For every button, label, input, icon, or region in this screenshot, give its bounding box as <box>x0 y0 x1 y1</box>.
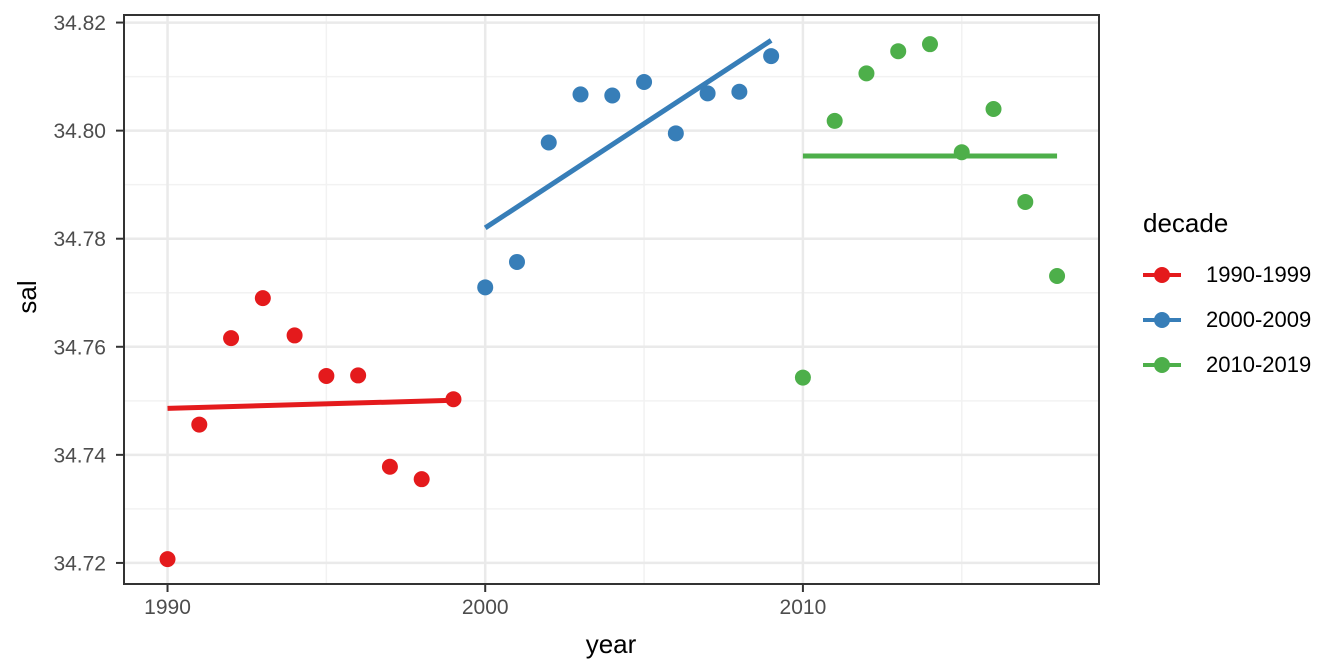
data-point-2000-2009 <box>604 87 621 104</box>
legend-key-dot <box>1154 312 1170 328</box>
legend-key-icon <box>1143 267 1181 283</box>
legend-key-icon <box>1143 357 1181 373</box>
legend-item: 2000-2009 <box>1143 307 1311 333</box>
data-point-2010-2019 <box>1017 193 1034 210</box>
data-point-2000-2009 <box>477 279 494 296</box>
legend-item-label: 1990-1999 <box>1206 262 1312 287</box>
y-axis-title: sal <box>12 280 42 314</box>
data-point-2000-2009 <box>763 48 780 65</box>
x-tick-label: 1990 <box>144 596 191 619</box>
y-tick-label: 34.74 <box>53 444 106 467</box>
data-point-2000-2009 <box>699 85 716 102</box>
data-point-1990-1999 <box>350 367 367 384</box>
data-point-2000-2009 <box>540 134 557 151</box>
data-point-1990-1999 <box>286 327 303 344</box>
y-tick-label: 34.72 <box>53 552 106 575</box>
data-point-1990-1999 <box>318 367 335 384</box>
data-point-2000-2009 <box>572 86 589 103</box>
data-point-1990-1999 <box>223 330 240 347</box>
data-point-2010-2019 <box>826 112 843 129</box>
data-point-2010-2019 <box>890 43 907 60</box>
data-point-2000-2009 <box>508 253 525 270</box>
data-point-2000-2009 <box>731 83 748 100</box>
y-tick-label: 34.78 <box>53 228 106 251</box>
legend-title: decade <box>1143 208 1229 238</box>
trend-line-1990-1999 <box>167 397 454 411</box>
legend-key-icon <box>1143 312 1181 328</box>
data-point-2010-2019 <box>858 65 875 82</box>
x-axis-title: year <box>585 629 637 659</box>
data-point-2010-2019 <box>953 144 970 161</box>
legend-key-dot <box>1154 267 1170 283</box>
legend-item: 2010-2019 <box>1143 352 1311 378</box>
data-point-1990-1999 <box>445 391 462 408</box>
data-point-1990-1999 <box>381 458 398 475</box>
x-tick-label: 2010 <box>780 596 827 619</box>
data-point-2010-2019 <box>985 101 1002 118</box>
y-tick-label: 34.76 <box>53 336 106 359</box>
legend-item-label: 2000-2009 <box>1206 307 1312 332</box>
data-point-1990-1999 <box>413 471 430 488</box>
y-tick-label: 34.82 <box>53 12 106 35</box>
legend: decade 1990-1999 2000-2009 2010-2019 <box>1143 208 1311 397</box>
panel-border <box>123 14 1100 585</box>
data-point-2010-2019 <box>1049 267 1066 284</box>
x-tick-label: 2000 <box>462 596 509 619</box>
data-point-2010-2019 <box>794 369 811 386</box>
legend-item-label: 2010-2019 <box>1206 352 1312 377</box>
legend-items: 1990-1999 2000-2009 2010-2019 <box>1143 262 1311 378</box>
y-tick-label: 34.80 <box>53 120 106 143</box>
data-point-1990-1999 <box>159 551 176 568</box>
legend-item: 1990-1999 <box>1143 262 1311 288</box>
data-point-1990-1999 <box>254 290 271 307</box>
data-point-1990-1999 <box>191 416 208 433</box>
panel-background <box>124 15 1099 584</box>
legend-key-dot <box>1154 357 1170 373</box>
data-point-2000-2009 <box>636 74 653 91</box>
trend-line-2000-2009 <box>483 38 773 230</box>
data-point-2000-2009 <box>667 125 684 142</box>
data-point-2010-2019 <box>921 36 938 53</box>
